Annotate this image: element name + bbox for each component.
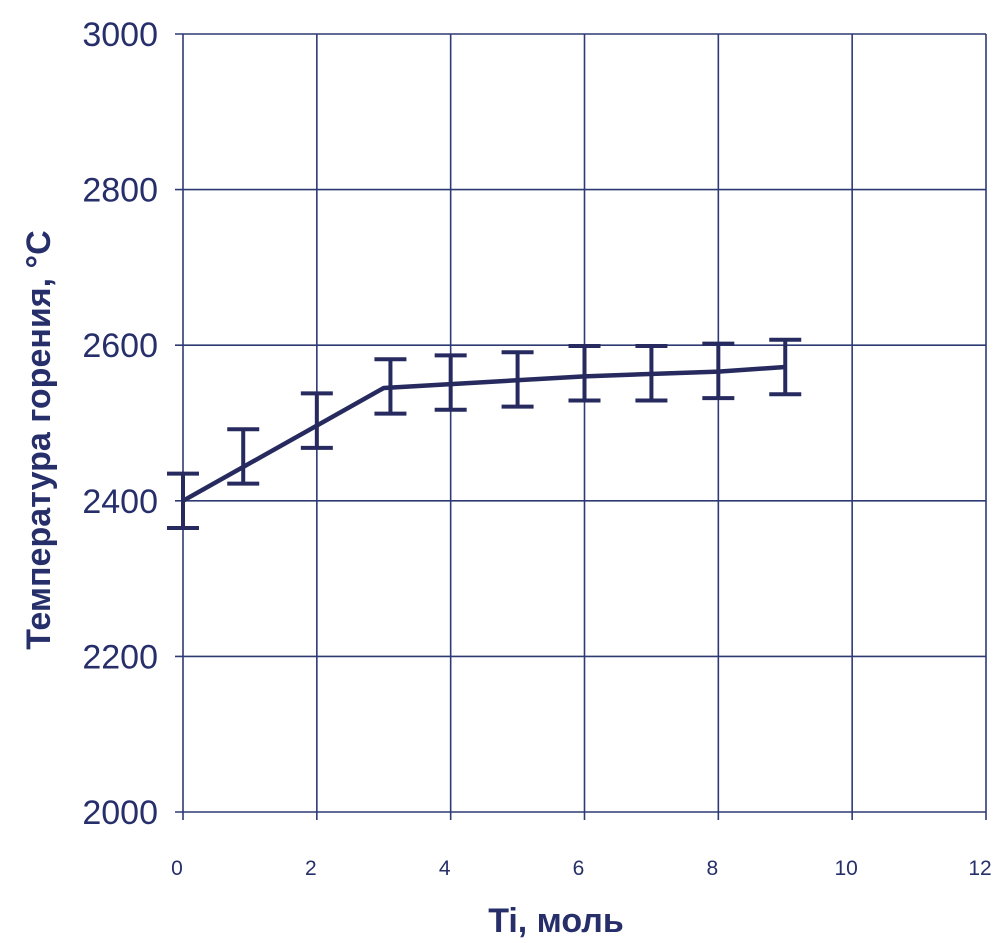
x-tick-label: 8 <box>706 857 718 880</box>
y-tick-label: 2600 <box>82 327 158 365</box>
error-bar <box>769 337 802 397</box>
x-tick-label: 10 <box>834 857 857 880</box>
error-bar <box>300 391 333 450</box>
error-bar <box>501 350 534 409</box>
y-tick-label: 2200 <box>82 638 158 676</box>
x-axis-ticks: 0 2 4 6 8 10 12 <box>171 857 992 880</box>
error-bar <box>702 341 735 401</box>
y-tick-label: 2800 <box>82 172 158 210</box>
error-bar <box>568 343 601 403</box>
grid <box>175 33 987 820</box>
x-tick-label: 0 <box>171 857 183 880</box>
series-line <box>181 364 786 503</box>
x-tick-label: 6 <box>573 857 585 880</box>
error-bar <box>635 343 668 403</box>
y-tick-label: 3000 <box>82 16 158 54</box>
error-bar <box>374 357 407 416</box>
y-tick-label: 2400 <box>82 483 158 521</box>
error-bar <box>227 427 260 486</box>
x-tick-label: 4 <box>439 857 451 880</box>
error-bar <box>434 353 467 412</box>
error-bar <box>167 471 199 531</box>
x-axis-title: Ti, моль <box>488 902 624 940</box>
x-tick-label: 2 <box>305 857 317 880</box>
y-tick-label: 2000 <box>82 794 158 832</box>
y-axis-title: Температура горения, °С <box>20 230 58 649</box>
y-axis-ticks: 2000 2200 2400 2600 2800 3000 <box>82 16 158 832</box>
x-tick-label: 12 <box>968 857 991 880</box>
error-bars <box>167 337 802 531</box>
